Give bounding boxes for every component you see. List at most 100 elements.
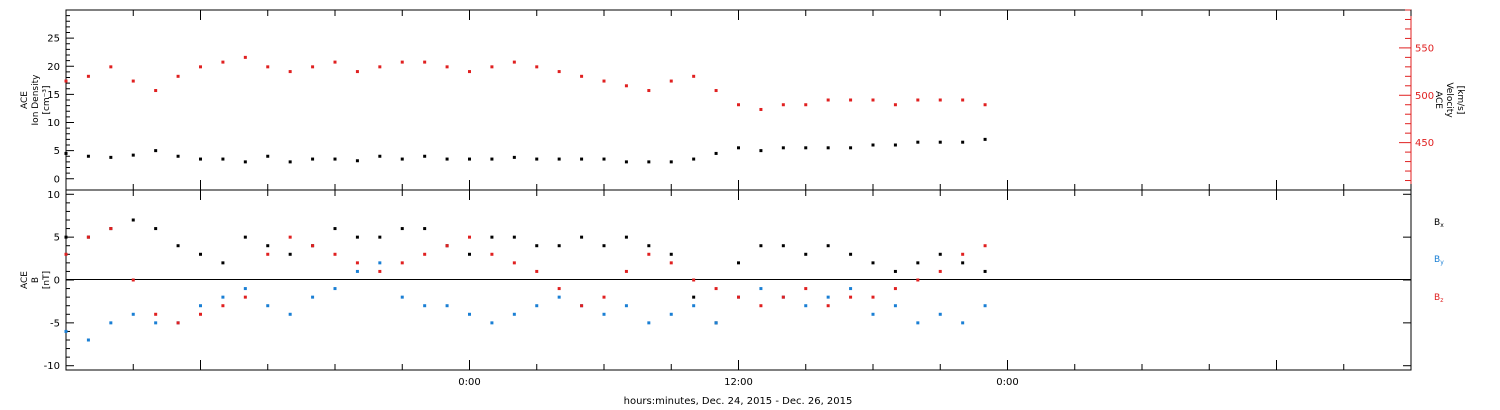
x-tick-label: 12:00 xyxy=(724,377,753,388)
top-series-0-point xyxy=(602,157,606,161)
top-series-1-point xyxy=(580,74,584,78)
bz-point xyxy=(893,287,897,291)
top-panel-points xyxy=(64,55,987,164)
bx-point xyxy=(916,261,920,265)
by-point xyxy=(893,304,897,308)
x-axis-label: hours:minutes, Dec. 24, 2015 - Dec. 26, … xyxy=(624,396,853,407)
bz-point xyxy=(692,278,696,282)
top-series-0-point xyxy=(557,157,561,161)
top-series-1-point xyxy=(983,103,987,107)
by-point xyxy=(64,329,68,333)
bx-point xyxy=(938,252,942,256)
bx-point xyxy=(669,252,673,256)
top-series-1-point xyxy=(535,65,539,69)
bz-point xyxy=(580,304,584,308)
top-series-1-point xyxy=(355,70,359,74)
bz-point xyxy=(669,261,673,265)
by-point xyxy=(647,321,651,325)
bz-point xyxy=(512,261,516,265)
top-series-0-point xyxy=(669,160,673,164)
top-series-1-point xyxy=(714,89,718,93)
bx-point xyxy=(624,235,628,239)
bottom-left-tick-label: 0 xyxy=(54,276,60,287)
bx-point xyxy=(602,244,606,248)
bx-point xyxy=(288,252,292,256)
top-series-0-point xyxy=(983,137,987,141)
bz-point xyxy=(647,252,651,256)
top-series-1-point xyxy=(400,60,404,64)
bx-point xyxy=(535,244,539,248)
top-series-1-point xyxy=(445,65,449,69)
right-tick-label: 550 xyxy=(1415,43,1434,54)
top-axis-ticks: 0 5 10 15 20 25 xyxy=(47,15,74,185)
top-left-tick-label: 0 xyxy=(54,174,60,185)
top-series-0-point xyxy=(535,157,539,161)
by-point xyxy=(849,287,853,291)
bz-point xyxy=(176,321,180,325)
bz-point xyxy=(468,235,471,239)
by-point xyxy=(692,304,696,308)
x-tick-label: 0:00 xyxy=(458,377,480,388)
bz-point xyxy=(916,278,920,282)
top-series-0-point xyxy=(737,146,740,150)
top-series-0-point xyxy=(759,149,763,153)
top-series-1-point xyxy=(737,103,740,107)
bx-point xyxy=(199,252,202,256)
right-tick-label: 500 xyxy=(1415,91,1434,102)
bz-point xyxy=(557,287,561,291)
bottom-left-tick-label: 10 xyxy=(47,190,60,201)
bz-point xyxy=(714,287,718,291)
by-point xyxy=(445,304,449,308)
top-series-0-point xyxy=(221,157,225,161)
top-series-1-point xyxy=(669,79,673,83)
legend-bx: Bx xyxy=(1434,218,1444,229)
right-tick-label: 450 xyxy=(1415,138,1434,149)
bx-point xyxy=(804,252,808,256)
bz-point xyxy=(983,244,987,248)
bz-point xyxy=(86,235,90,239)
by-point xyxy=(86,338,90,342)
top-series-1-point xyxy=(781,103,785,107)
bz-point xyxy=(624,269,628,273)
by-point xyxy=(602,312,606,316)
top-series-1-point xyxy=(624,84,628,88)
by-point xyxy=(804,304,808,308)
bz-point xyxy=(759,304,763,308)
top-series-0-point xyxy=(893,143,897,147)
top-series-0-point xyxy=(311,157,315,161)
x-axis-ticks: 0:00 12:00 0:00 xyxy=(65,10,1412,388)
bottom-left-tick-label: -5 xyxy=(50,318,60,329)
top-left-tick-label: 20 xyxy=(47,62,60,73)
bottom-panel-points xyxy=(64,218,987,342)
top-series-1-point xyxy=(557,70,561,74)
legend-by: By xyxy=(1434,255,1444,266)
top-series-0-point xyxy=(400,157,404,161)
by-point xyxy=(714,321,718,325)
bx-point xyxy=(131,218,135,222)
by-point xyxy=(154,321,158,325)
top-series-0-point xyxy=(580,157,584,161)
top-series-0-point xyxy=(781,146,785,150)
bz-point xyxy=(333,252,337,256)
top-series-0-point xyxy=(512,155,516,159)
top-series-0-point xyxy=(938,140,942,144)
top-series-0-point xyxy=(692,157,696,161)
bx-point xyxy=(490,235,494,239)
bz-point xyxy=(849,295,853,299)
by-point xyxy=(423,304,427,308)
right-axis-ticks: 450 500 550 xyxy=(1399,9,1434,182)
top-series-1-point xyxy=(288,70,292,74)
top-series-0-point xyxy=(288,160,292,164)
by-point xyxy=(669,312,673,316)
bx-point xyxy=(378,235,382,239)
bx-point xyxy=(759,244,763,248)
top-series-1-point xyxy=(154,89,158,93)
bx-point xyxy=(871,261,875,265)
bx-point xyxy=(423,227,427,231)
by-point xyxy=(871,312,875,316)
bz-point xyxy=(423,252,427,256)
bz-point xyxy=(961,252,965,256)
top-series-0-point xyxy=(154,149,158,153)
by-point xyxy=(266,304,270,308)
by-point xyxy=(535,304,539,308)
